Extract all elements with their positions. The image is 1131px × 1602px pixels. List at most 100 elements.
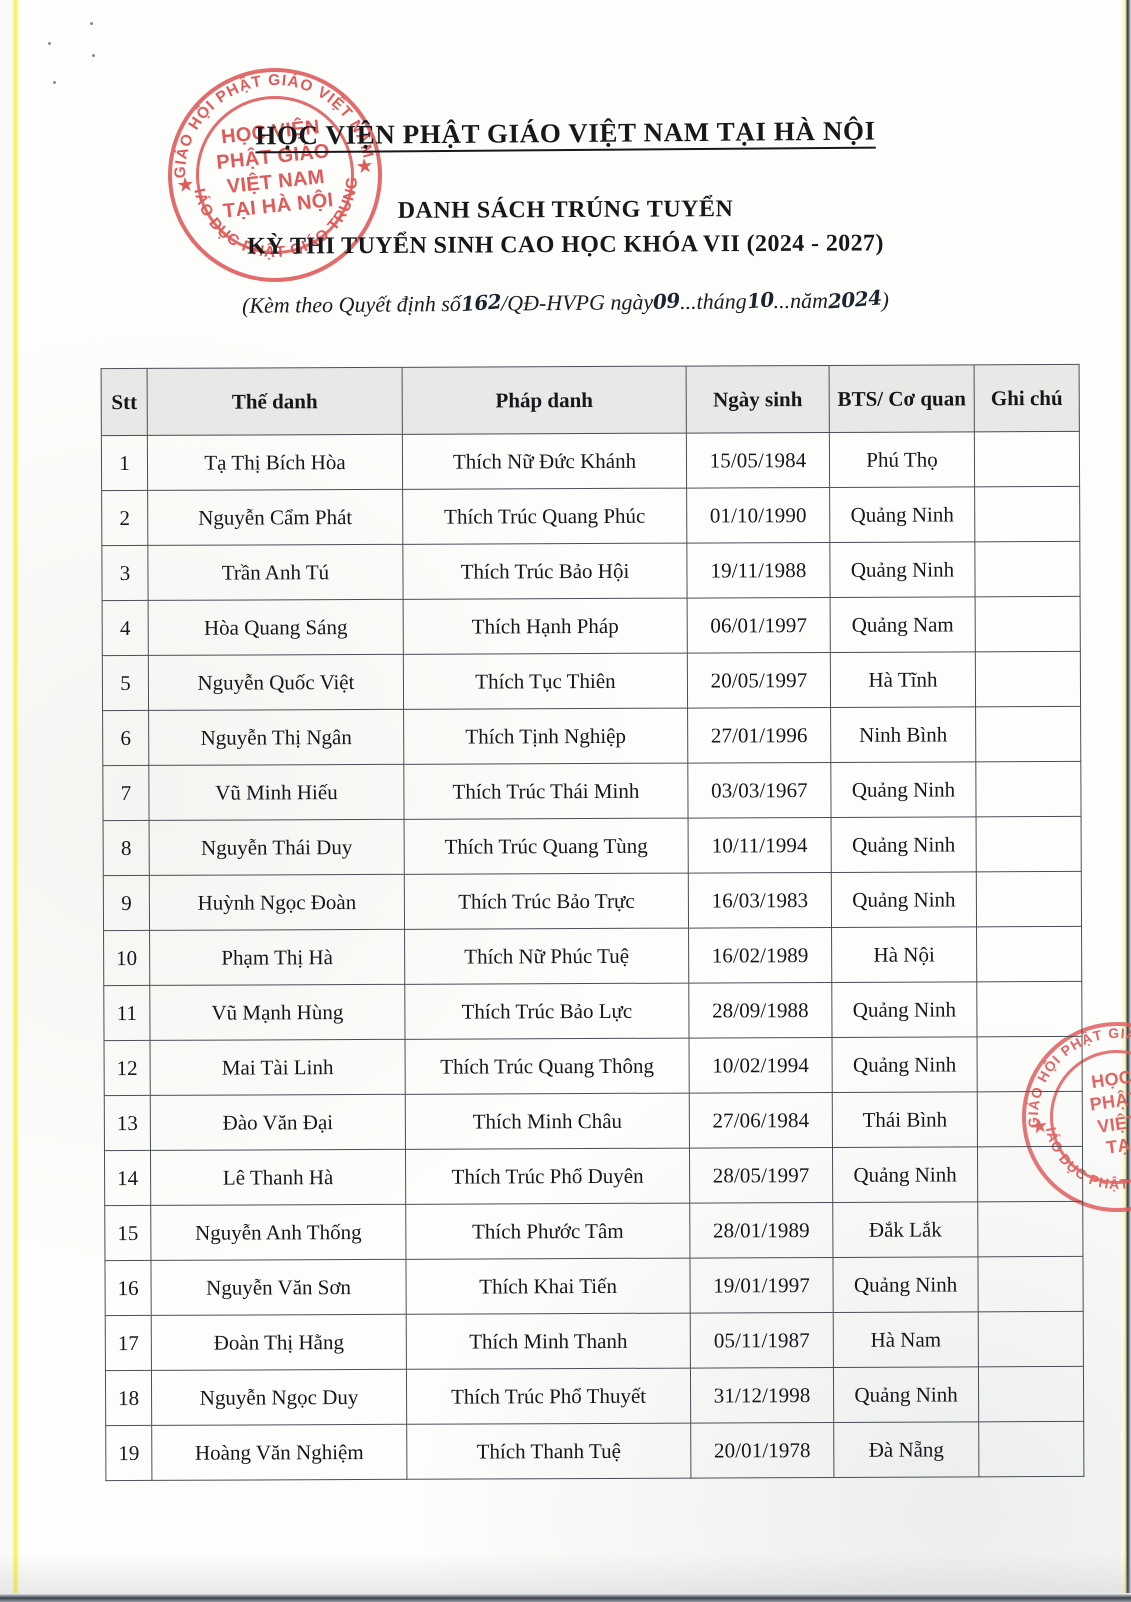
cell-bts: Quảng Ninh: [831, 871, 977, 928]
cell-ngay-sinh: 06/01/1997: [687, 597, 831, 654]
cell-ghi-chu: [974, 486, 1080, 542]
cell-stt: 15: [104, 1205, 151, 1261]
cell-ngay-sinh: 20/01/1978: [690, 1422, 834, 1479]
cell-ngay-sinh: 15/05/1984: [686, 432, 830, 489]
cell-stt: 11: [103, 985, 151, 1041]
cell-ngay-sinh: 19/01/1997: [689, 1257, 834, 1314]
cell-phap-danh: Thích Tục Thiên: [403, 653, 688, 710]
cell-bts: Quảng Ninh: [833, 1366, 979, 1423]
cell-ghi-chu: [974, 431, 1080, 487]
cell-stt: 7: [102, 765, 150, 821]
cell-stt: 16: [104, 1260, 152, 1316]
cell-stt: 17: [105, 1315, 152, 1371]
cell-ngay-sinh: 05/11/1987: [690, 1312, 834, 1369]
cell-phap-danh: Thích Nữ Phúc Tuệ: [404, 928, 689, 985]
cell-the-danh: Nguyễn Thái Duy: [149, 819, 405, 876]
table-row: 14 Lê Thanh Hà Thích Trúc Phổ Duyên 28/05/1…: [104, 1146, 1083, 1206]
cell-phap-danh: Thích Trúc Bảo Lực: [404, 983, 690, 1040]
cell-the-danh: Hoàng Văn Nghiệm: [151, 1424, 407, 1481]
cell-ngay-sinh: 03/03/1967: [687, 762, 832, 819]
cell-phap-danh: Thích Khai Tiến: [405, 1258, 691, 1315]
table-row: 19 Hoàng Văn Nghiệm Thích Thanh Tuệ 20/01/1…: [105, 1421, 1084, 1481]
cell-ngay-sinh: 16/03/1983: [688, 872, 832, 929]
cell-bts: Quảng Ninh: [832, 1036, 978, 1093]
decision-year-handwritten: 2024: [826, 285, 883, 314]
cell-ngay-sinh: 10/02/1994: [689, 1037, 833, 1094]
column-header-the-danh: Thế danh: [147, 367, 403, 436]
cell-ngay-sinh: 27/06/1984: [689, 1092, 833, 1149]
cell-ghi-chu: [976, 981, 1083, 1037]
table-row: 12 Mai Tài Linh Thích Trúc Quang Thông 10/0…: [104, 1036, 1083, 1096]
cell-phap-danh: Thích Trúc Phổ Duyên: [405, 1148, 690, 1205]
cell-phap-danh: Thích Trúc Quang Tùng: [404, 818, 689, 875]
cell-the-danh: Nguyễn Quốc Việt: [148, 654, 404, 711]
cell-stt: 18: [105, 1370, 152, 1426]
cell-phap-danh: Thích Trúc Phổ Thuyết: [406, 1368, 691, 1425]
column-header-stt: Stt: [101, 368, 148, 436]
cell-ghi-chu: [977, 1146, 1083, 1202]
cell-the-danh: Phạm Thị Hà: [149, 929, 405, 986]
cell-ngay-sinh: 10/11/1994: [688, 817, 832, 874]
cell-bts: Quảng Ninh: [831, 981, 978, 1038]
cell-phap-danh: Thích Nữ Đức Khánh: [402, 433, 687, 490]
cell-stt: 2: [101, 490, 148, 546]
column-header-bts: BTS/ Cơ quan: [829, 364, 975, 433]
cell-ghi-chu: [975, 761, 1082, 817]
cell-ngay-sinh: 01/10/1990: [686, 487, 830, 544]
decision-month-handwritten: 10: [745, 287, 775, 314]
cell-the-danh: Mai Tài Linh: [150, 1039, 406, 1096]
column-header-phap-danh: Pháp danh: [402, 366, 687, 435]
cell-bts: Quảng Ninh: [831, 816, 977, 873]
cell-ghi-chu: [978, 1421, 1084, 1477]
admitted-candidates-table: Stt Thế danh Pháp danh Ngày sinh BTS/ Cơ…: [101, 364, 1085, 1481]
cell-bts: Hà Nam: [833, 1311, 979, 1368]
table-body: 1 Tạ Thị Bích Hòa Thích Nữ Đức Khánh 15/05/…: [101, 431, 1084, 1481]
scan-right-page-edge: [1125, 0, 1131, 1602]
cell-the-danh: Vũ Mạnh Hùng: [149, 984, 406, 1041]
cell-stt: 3: [101, 545, 149, 601]
cell-the-danh: Trần Anh Tú: [147, 544, 404, 601]
cell-bts: Ninh Bình: [830, 706, 976, 763]
cell-bts: Hà Tĩnh: [830, 651, 976, 708]
cell-ghi-chu: [977, 1036, 1083, 1092]
cell-ghi-chu: [977, 1201, 1083, 1257]
table-row: 2 Nguyễn Cẩm Phát Thích Trúc Quang Phúc 01/…: [101, 486, 1080, 546]
cell-the-danh: Đào Văn Đại: [150, 1094, 406, 1151]
cell-stt: 10: [103, 930, 150, 986]
cell-stt: 13: [104, 1095, 151, 1151]
cell-stt: 9: [103, 875, 150, 931]
cell-ngay-sinh: 16/02/1989: [688, 927, 832, 984]
cell-bts: Quảng Ninh: [832, 1256, 979, 1313]
cell-phap-danh: Thích Trúc Bảo Hội: [402, 543, 688, 600]
cell-stt: 19: [105, 1425, 152, 1481]
table-row: 6 Nguyễn Thị Ngân Thích Tịnh Nghiệp 27/01/1…: [102, 706, 1081, 766]
cell-the-danh: Nguyễn Anh Thống: [150, 1204, 406, 1261]
cell-the-danh: Nguyễn Văn Sơn: [150, 1259, 407, 1316]
table-row: 15 Nguyễn Anh Thống Thích Phước Tâm 28/01/1…: [104, 1201, 1083, 1261]
cell-bts: Hà Nội: [831, 926, 977, 983]
cell-phap-danh: Thích Trúc Quang Thông: [405, 1038, 690, 1095]
cell-stt: 6: [102, 710, 149, 766]
cell-stt: 14: [104, 1150, 151, 1206]
cell-ghi-chu: [978, 1311, 1084, 1367]
cell-bts: Quảng Nam: [830, 596, 976, 653]
table-row: 1 Tạ Thị Bích Hòa Thích Nữ Đức Khánh 15/05/…: [101, 431, 1080, 491]
cell-the-danh: Tạ Thị Bích Hòa: [147, 434, 403, 491]
cell-bts: Quảng Ninh: [829, 541, 976, 598]
cell-stt: 1: [101, 435, 148, 491]
seal-star-left-icon: ★: [175, 173, 196, 198]
decision-prefix: (Kèm theo Quyết định số: [241, 290, 461, 318]
cell-the-danh: Vũ Minh Hiếu: [148, 764, 405, 821]
decision-reference-line: (Kèm theo Quyết định số162/QĐ-HVPG ngày0…: [0, 285, 1131, 321]
cell-ghi-chu: [975, 651, 1081, 707]
cell-ghi-chu: [976, 871, 1082, 927]
scan-left-margin: [0, 0, 13, 1602]
cell-bts: Quảng Ninh: [832, 1146, 978, 1203]
cell-phap-danh: Thích Hạnh Pháp: [403, 598, 688, 655]
table-row: 18 Nguyễn Ngọc Duy Thích Trúc Phổ Thuyết 31…: [105, 1366, 1084, 1426]
cell-ghi-chu: [976, 926, 1082, 982]
cell-ghi-chu: [978, 1366, 1084, 1422]
cell-bts: Đà Nẵng: [833, 1421, 979, 1478]
column-header-ngay-sinh: Ngày sinh: [686, 365, 830, 434]
